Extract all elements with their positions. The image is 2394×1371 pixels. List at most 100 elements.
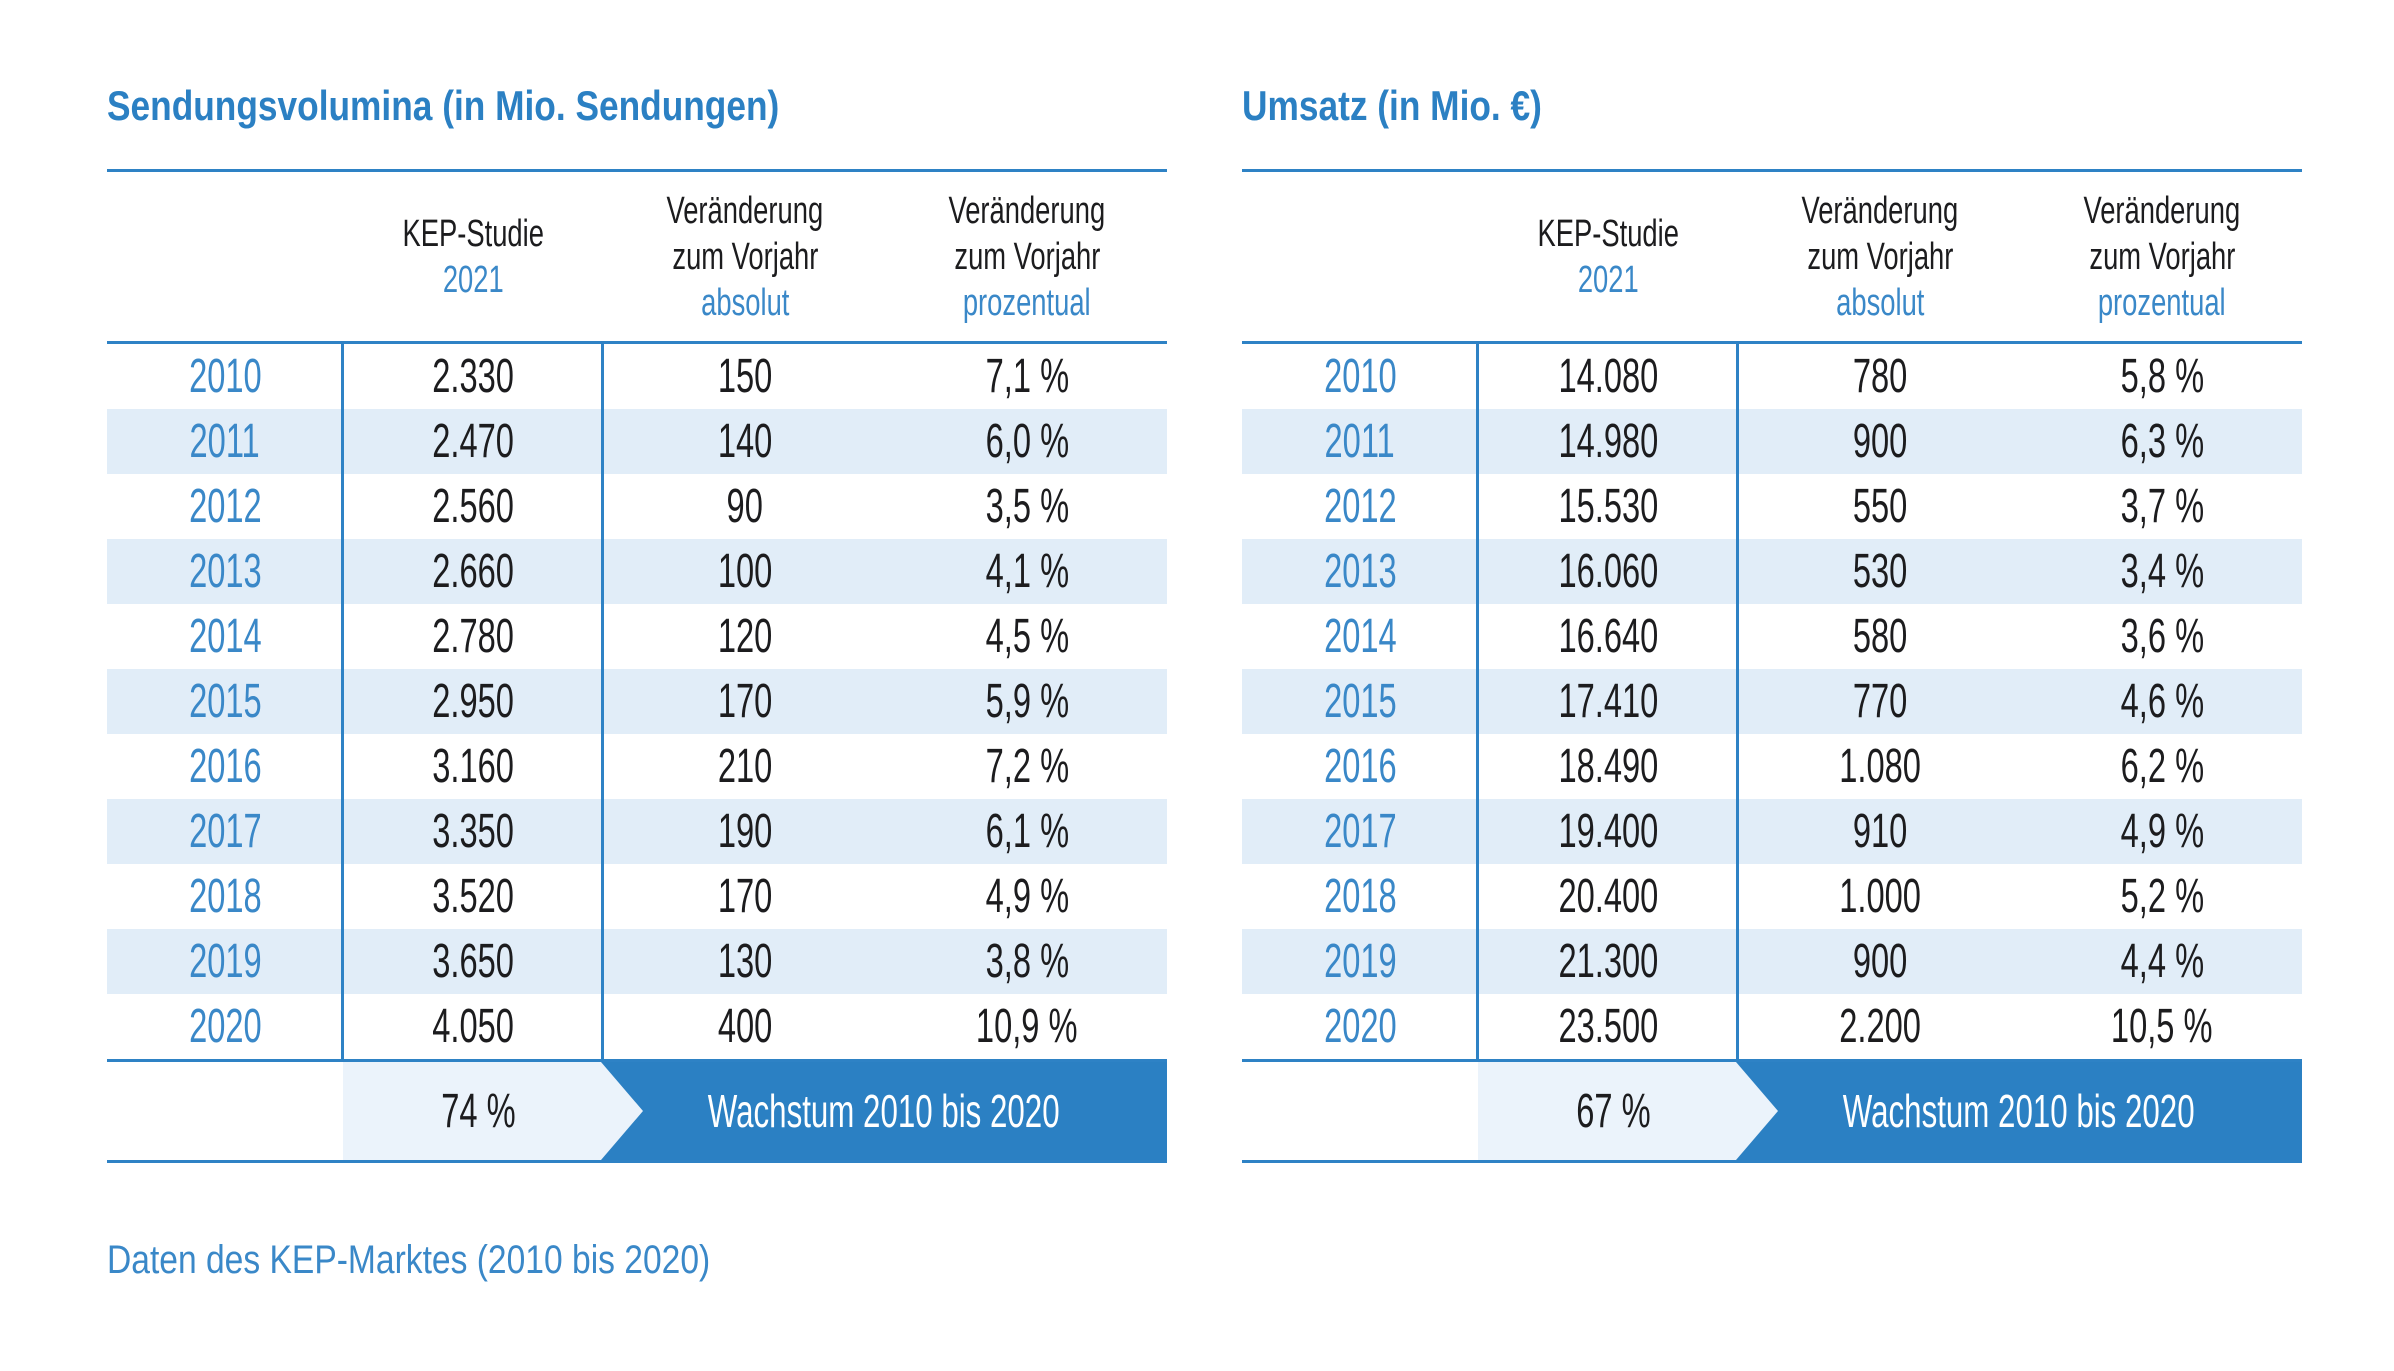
table-row: 2018 20.400 1.000 5,2 %	[1242, 864, 2302, 929]
table-header-row: KEP-Studie 2021 Veränderung zum Vorjahr …	[1242, 172, 2302, 341]
study-value-cell: 3.520	[432, 870, 514, 923]
growth-value: 67 %	[1576, 1084, 1651, 1138]
change-percent-cell: 4,9 %	[2120, 805, 2204, 858]
change-absolute-cell: 770	[1852, 675, 1908, 728]
table-row: 2016 18.490 1.080 6,2 %	[1242, 734, 2302, 799]
study-value-cell: 15.530	[1558, 480, 1658, 533]
change-percent-cell: 3,6 %	[2120, 610, 2204, 663]
study-value-cell: 2.660	[432, 545, 514, 598]
divider	[1242, 1160, 2302, 1163]
year-cell: 2012	[1323, 480, 1397, 533]
change-absolute-cell: 1.000	[1839, 870, 1921, 923]
year-cell: 2014	[188, 610, 262, 663]
change-absolute-cell: 900	[1852, 935, 1908, 988]
year-cell: 2013	[1323, 545, 1397, 598]
study-value-cell: 3.350	[432, 805, 514, 858]
year-cell: 2016	[188, 740, 262, 793]
divider	[1242, 169, 2302, 172]
header-kep-studie: KEP-Studie 2021	[343, 172, 603, 341]
study-value-cell: 14.980	[1558, 415, 1658, 468]
table-row: 2011 2.470 140 6,0 %	[107, 409, 1167, 474]
growth-label-bar: Wachstum 2010 bis 2020	[1735, 1062, 2302, 1160]
change-absolute-cell: 780	[1852, 350, 1908, 403]
header-change-percent: Veränderung zum Vorjahr prozentual	[2083, 189, 2241, 324]
header-change-absolute: Veränderung zum Vorjahr absolut	[1801, 189, 1959, 324]
change-percent-cell: 5,8 %	[2120, 350, 2204, 403]
year-cell: 2013	[188, 545, 262, 598]
year-cell: 2017	[1323, 805, 1397, 858]
study-value-cell: 21.300	[1558, 935, 1658, 988]
year-cell: 2015	[1323, 675, 1397, 728]
change-absolute-cell: 1.080	[1839, 740, 1921, 793]
table-row: 2015 17.410 770 4,6 %	[1242, 669, 2302, 734]
divider	[107, 1160, 1167, 1163]
change-absolute-cell: 190	[717, 805, 773, 858]
year-cell: 2011	[189, 415, 261, 468]
column-divider	[601, 344, 604, 1059]
change-percent-cell: 10,5 %	[2111, 1000, 2213, 1053]
table-row: 2016 3.160 210 7,2 %	[107, 734, 1167, 799]
study-value-cell: 3.650	[432, 935, 514, 988]
study-value-cell: 18.490	[1558, 740, 1658, 793]
change-absolute-cell: 550	[1852, 480, 1908, 533]
table-row: 2017 3.350 190 6,1 %	[107, 799, 1167, 864]
change-percent-cell: 4,5 %	[985, 610, 1069, 663]
column-divider	[1736, 344, 1739, 1059]
year-cell: 2010	[188, 350, 262, 403]
divider	[1242, 341, 2302, 344]
table-row: 2018 3.520 170 4,9 %	[107, 864, 1167, 929]
divider	[1242, 1059, 2302, 1062]
change-percent-cell: 5,9 %	[985, 675, 1069, 728]
year-cell: 2018	[188, 870, 262, 923]
table-row: 2014 2.780 120 4,5 %	[107, 604, 1167, 669]
year-cell: 2018	[1323, 870, 1397, 923]
year-cell: 2019	[1323, 935, 1397, 988]
figure-caption: Daten des KEP-Marktes (2010 bis 2020)	[107, 1238, 711, 1282]
change-percent-cell: 10,9 %	[976, 1000, 1078, 1053]
header-study-year: 2021	[1577, 258, 1639, 301]
table-body: 2010 14.080 780 5,8 % 2011 14.980 900 6,…	[1242, 344, 2302, 1059]
year-cell: 2014	[1323, 610, 1397, 663]
header-year-column	[107, 172, 343, 341]
header-study-label: KEP-Studie	[402, 212, 544, 255]
change-percent-cell: 3,4 %	[2120, 545, 2204, 598]
study-value-cell: 3.160	[432, 740, 514, 793]
header-change-percent: Veränderung zum Vorjahr prozentual	[948, 189, 1106, 324]
growth-value: 74 %	[441, 1084, 516, 1138]
header-change-absolute: Veränderung zum Vorjahr absolut	[666, 189, 824, 324]
table-title-revenue: Umsatz (in Mio. €)	[1242, 82, 1542, 129]
column-divider	[1476, 344, 1479, 1059]
change-absolute-cell: 170	[717, 870, 773, 923]
study-value-cell: 16.060	[1558, 545, 1658, 598]
header-study-label: KEP-Studie	[1537, 212, 1679, 255]
year-cell: 2015	[188, 675, 262, 728]
study-value-cell: 17.410	[1558, 675, 1658, 728]
header-study-year: 2021	[442, 258, 504, 301]
study-value-cell: 2.780	[432, 610, 514, 663]
study-value-cell: 23.500	[1558, 1000, 1658, 1053]
study-value-cell: 4.050	[432, 1000, 514, 1053]
change-absolute-cell: 580	[1852, 610, 1908, 663]
year-cell: 2017	[188, 805, 262, 858]
study-value-cell: 19.400	[1558, 805, 1658, 858]
change-percent-cell: 6,3 %	[2120, 415, 2204, 468]
year-cell: 2012	[188, 480, 262, 533]
change-percent-cell: 3,8 %	[985, 935, 1069, 988]
change-percent-cell: 5,2 %	[2120, 870, 2204, 923]
header-year-column	[1242, 172, 1478, 341]
growth-label: Wachstum 2010 bis 2020	[707, 1085, 1060, 1137]
table-body: 2010 2.330 150 7,1 % 2011 2.470 140 6,0 …	[107, 344, 1167, 1059]
shipments-volume-table: Sendungsvolumina (in Mio. Sendungen) KEP…	[107, 0, 1167, 1200]
table-title-shipments: Sendungsvolumina (in Mio. Sendungen)	[107, 82, 780, 129]
table-row: 2012 15.530 550 3,7 %	[1242, 474, 2302, 539]
table-row: 2014 16.640 580 3,6 %	[1242, 604, 2302, 669]
growth-summary-row: Wachstum 2010 bis 2020 67 %	[1242, 1062, 2302, 1160]
change-absolute-cell: 150	[717, 350, 773, 403]
table-row: 2013 2.660 100 4,1 %	[107, 539, 1167, 604]
study-value-cell: 2.950	[432, 675, 514, 728]
divider	[107, 341, 1167, 344]
table-row: 2013 16.060 530 3,4 %	[1242, 539, 2302, 604]
table-row: 2010 14.080 780 5,8 %	[1242, 344, 2302, 409]
table-row: 2019 3.650 130 3,8 %	[107, 929, 1167, 994]
